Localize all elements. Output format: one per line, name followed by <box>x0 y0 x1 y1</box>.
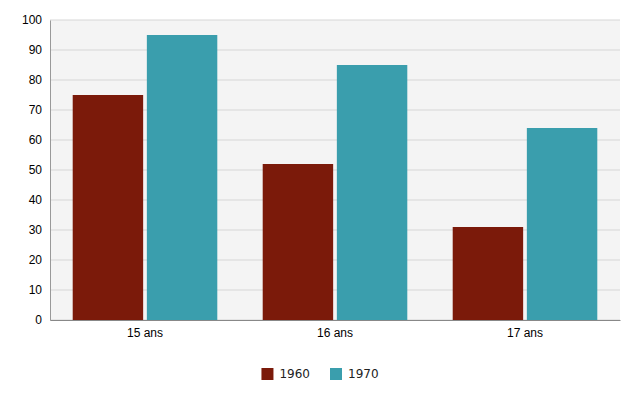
y-tick-label: 0 <box>35 313 42 327</box>
y-tick-label: 100 <box>22 13 42 27</box>
legend-swatch <box>330 368 342 380</box>
grid-line <box>50 80 620 81</box>
y-tick: 60 <box>29 133 50 147</box>
legend-label: 1960 <box>279 367 310 381</box>
y-tick-label: 90 <box>29 43 43 57</box>
y-tick-label: 50 <box>29 163 43 177</box>
legend-swatch <box>261 368 273 380</box>
bar <box>527 128 597 320</box>
chart: 0 10 20 30 40 50 60 70 80 90 100 15 ans 16 ans 17 ans… <box>0 0 640 400</box>
x-tick-label: 17 ans <box>507 326 543 340</box>
bar-series <box>147 35 597 320</box>
y-tick: 20 <box>29 253 50 267</box>
y-tick-label: 30 <box>29 223 43 237</box>
y-tick: 70 <box>29 103 50 117</box>
legend-label: 1970 <box>348 367 379 381</box>
bar <box>337 65 407 320</box>
plot-background <box>50 20 620 320</box>
grid-line <box>50 20 620 21</box>
bar-series <box>73 95 523 320</box>
bars <box>73 35 598 320</box>
y-tick-label: 40 <box>29 193 43 207</box>
y-tick: 90 <box>29 43 50 57</box>
x-axis-line <box>51 320 621 321</box>
y-tick-label: 80 <box>29 73 43 87</box>
bar <box>263 164 333 320</box>
y-axis-line <box>50 21 51 321</box>
y-tick: 40 <box>29 193 50 207</box>
bar <box>453 227 523 320</box>
bar <box>147 35 217 320</box>
x-tick: 17 ans <box>507 326 543 340</box>
legend-item: 1970 <box>330 367 379 381</box>
y-tick: 10 <box>29 283 50 297</box>
x-tick: 15 ans <box>127 326 163 340</box>
y-tick-label: 10 <box>29 283 43 297</box>
y-tick-label: 60 <box>29 133 43 147</box>
legend-item: 1960 <box>261 367 310 381</box>
grid <box>50 20 620 320</box>
y-tick: 50 <box>29 163 50 177</box>
y-tick: 30 <box>29 223 50 237</box>
x-axis: 15 ans 16 ans 17 ans <box>51 321 621 340</box>
y-axis: 0 10 20 30 40 50 60 70 80 90 100 <box>22 13 51 327</box>
x-tick-label: 15 ans <box>127 326 163 340</box>
x-tick: 16 ans <box>317 326 353 340</box>
grid-line <box>50 50 620 51</box>
y-tick: 80 <box>29 73 50 87</box>
y-tick: 100 <box>22 13 50 27</box>
y-tick-label: 70 <box>29 103 43 117</box>
x-tick-label: 16 ans <box>317 326 353 340</box>
legend: 1960 1970 <box>261 367 378 381</box>
plot: 0 10 20 30 40 50 60 70 80 90 100 15 ans 16 ans 17 ans <box>22 13 621 339</box>
y-tick: 0 <box>35 313 50 327</box>
y-tick-label: 20 <box>29 253 43 267</box>
bar <box>73 95 143 320</box>
